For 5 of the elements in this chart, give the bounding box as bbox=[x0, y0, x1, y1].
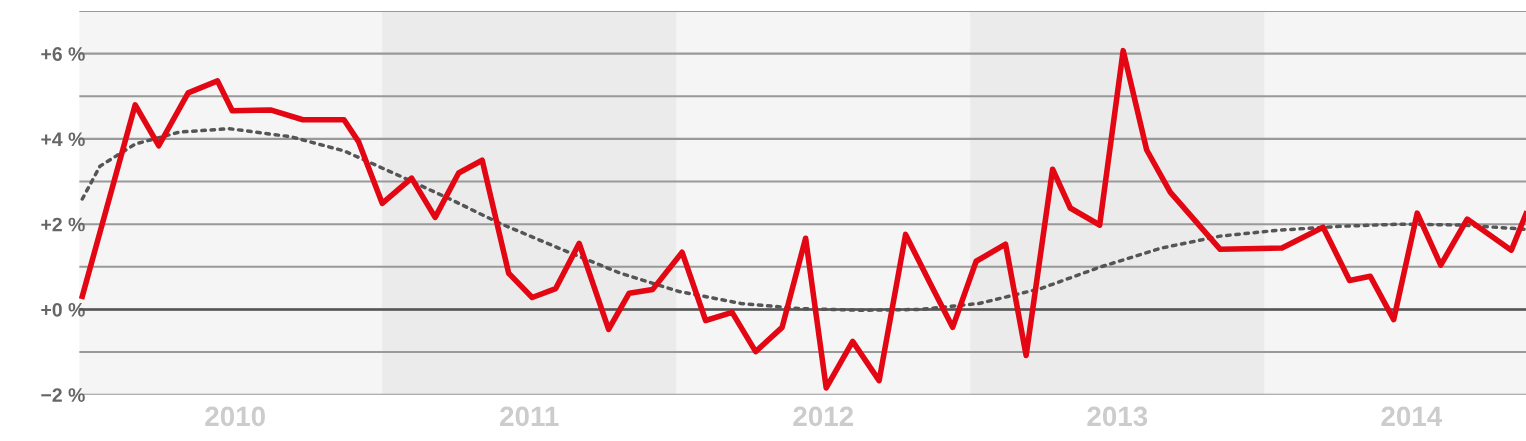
y-tick-label: +4 % bbox=[41, 132, 85, 147]
y-tick-label: +6 % bbox=[41, 47, 85, 61]
y-tick-label: +2 % bbox=[41, 217, 85, 232]
y-tick-label: +0 % bbox=[41, 302, 85, 317]
y-tick-label: −2 % bbox=[41, 388, 85, 402]
